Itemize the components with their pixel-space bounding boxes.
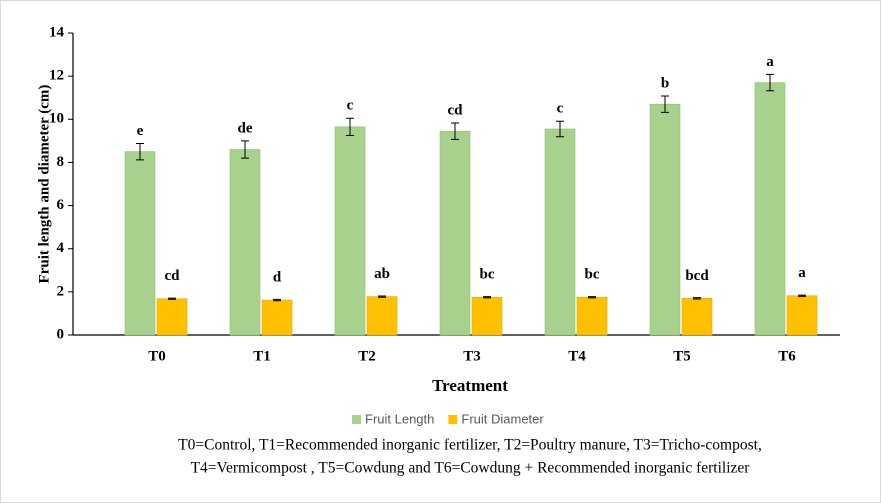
annotation: e <box>137 123 144 139</box>
error-bar <box>766 73 774 92</box>
bar <box>544 128 576 336</box>
annotation: bc <box>585 267 600 283</box>
bar <box>261 299 293 336</box>
x-tick-label: T4 <box>568 348 586 364</box>
bar <box>786 295 818 336</box>
y-tick-label: 2 <box>57 283 65 299</box>
error-bar <box>136 142 144 161</box>
y-tick-label: 4 <box>57 240 65 256</box>
annotation: ab <box>374 266 390 282</box>
error-bar <box>556 120 564 138</box>
x-axis-label: Treatment <box>432 376 508 395</box>
error-bar <box>798 294 806 297</box>
error-bar <box>273 298 281 302</box>
bar <box>649 103 681 336</box>
y-tick-label: 14 <box>49 24 65 40</box>
bar <box>681 298 713 336</box>
error-bar <box>241 140 249 159</box>
y-axis-label: Fruit length and diameter (cm) <box>36 85 52 284</box>
x-tick-label: T1 <box>253 348 271 364</box>
bar <box>334 126 366 336</box>
error-bar <box>346 117 354 136</box>
x-tick-label: T6 <box>778 348 796 364</box>
legend-label: Fruit Length <box>365 411 434 426</box>
annotation: b <box>661 75 669 91</box>
annotation: cd <box>165 268 181 284</box>
x-tick-label: T2 <box>358 348 376 364</box>
annotation: bcd <box>685 268 709 284</box>
legend-swatch <box>352 415 361 424</box>
caption: T4=Vermicompost , T5=Cowdung and T6=Cowd… <box>191 460 751 477</box>
legend-swatch <box>448 415 458 424</box>
x-tick-label: T3 <box>463 348 481 364</box>
y-tick-label: 12 <box>49 68 64 84</box>
annotation: bc <box>480 267 495 283</box>
bar <box>229 149 261 336</box>
annotation: a <box>766 54 774 70</box>
error-bar <box>451 122 459 140</box>
caption: T0=Control, T1=Recommended inorganic fer… <box>178 437 762 454</box>
error-bar <box>483 296 491 299</box>
legend-label: Fruit Diameter <box>461 411 544 426</box>
y-tick-label: 6 <box>57 197 65 213</box>
error-bar <box>693 297 701 300</box>
x-tick-label: T0 <box>148 348 166 364</box>
bar <box>754 82 786 336</box>
annotation: d <box>273 269 282 285</box>
bar <box>439 130 471 336</box>
bar <box>366 296 398 336</box>
bar <box>471 296 503 336</box>
error-bar <box>378 295 386 298</box>
annotation: cd <box>448 102 464 118</box>
y-tick-label: 0 <box>57 326 65 342</box>
x-tick-label: T5 <box>673 348 691 364</box>
annotation: c <box>347 98 354 114</box>
error-bar <box>168 297 176 300</box>
error-bar <box>588 296 596 299</box>
y-tick-label: 10 <box>49 111 64 127</box>
bar <box>576 296 608 336</box>
annotation: de <box>238 120 253 136</box>
error-bar <box>661 95 669 113</box>
bar <box>156 298 188 336</box>
y-tick-label: 8 <box>57 154 65 170</box>
bar <box>124 151 156 336</box>
annotation: a <box>798 265 806 281</box>
annotation: c <box>557 101 564 117</box>
